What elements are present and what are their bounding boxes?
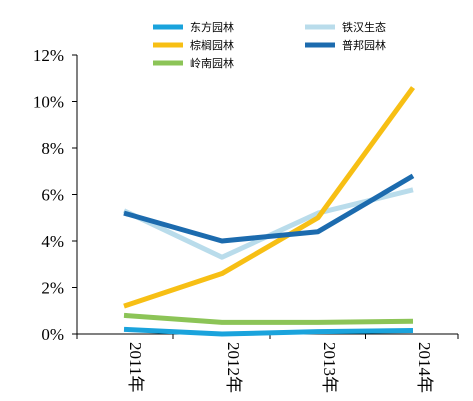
y-tick-label: 4% [41, 232, 64, 251]
y-tick-label: 6% [41, 186, 64, 205]
y-tick-label: 8% [41, 139, 64, 158]
legend-label: 普邦园林 [342, 38, 386, 52]
legend-label: 棕榈园林 [190, 38, 234, 52]
x-tick-label: 2012年 [224, 342, 243, 393]
y-tick-label: 0% [41, 325, 64, 344]
legend-label: 东方园林 [190, 20, 234, 34]
legend-item: 铁汉生态 [305, 20, 386, 34]
axes: 0% 2% 4% 6% 8% 10% 12% 2011年 2012年 2013年 2014年 [33, 46, 459, 393]
x-tick-label: 2011年 [126, 342, 145, 392]
legend-item: 普邦园林 [305, 38, 386, 52]
legend-item: 东方园林 [153, 20, 234, 34]
series-line-4 [123, 173, 415, 244]
x-tick-label: 2014年 [415, 342, 434, 393]
legend-label: 岭南园林 [190, 56, 234, 70]
y-tick-label: 10% [33, 93, 64, 112]
x-tick-label: 2013年 [320, 342, 339, 393]
legend-label: 铁汉生态 [342, 20, 386, 34]
y-tick-label: 12% [33, 46, 64, 65]
legend-item: 棕榈园林 [153, 38, 234, 52]
series-line-3 [123, 86, 416, 309]
legend-item: 岭南园林 [153, 56, 234, 70]
series-lines [122, 86, 416, 337]
y-tick-label: 2% [41, 279, 64, 298]
series-line-1 [123, 326, 414, 337]
series-line-5 [123, 312, 414, 325]
